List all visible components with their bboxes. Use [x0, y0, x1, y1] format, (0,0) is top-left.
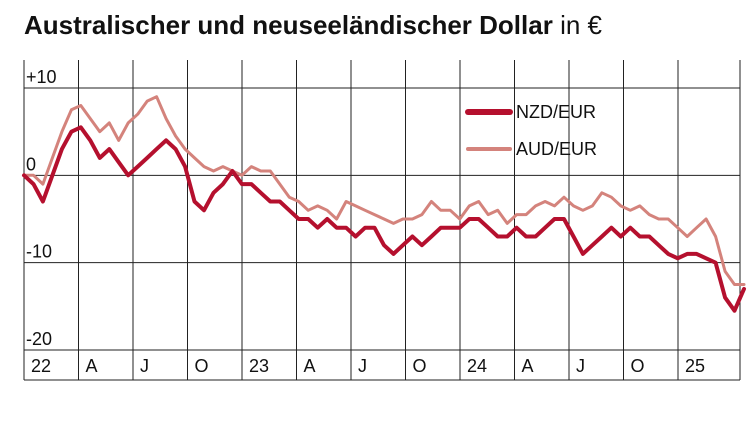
x-tick-label-3: O	[195, 356, 209, 376]
x-tick-label-2: J	[140, 356, 149, 376]
legend-label-1: AUD/EUR	[516, 139, 597, 159]
legend-label-0: NZD/EUR	[516, 102, 596, 122]
x-tick-label-5: A	[304, 356, 316, 376]
legend: NZD/EUR AUD/EUR	[465, 102, 597, 159]
x-tick-label-11: O	[631, 356, 645, 376]
series-group	[22, 95, 746, 313]
y-tick-label-1: 0	[26, 154, 36, 174]
axis-group: +10 0 -10 -20 22 A J O 23 A J O 24 A J O 25	[26, 67, 705, 376]
x-tick-label-0: 22	[31, 356, 51, 376]
chart-title-unit: in €	[560, 10, 602, 40]
x-tick-label-9: A	[522, 356, 534, 376]
x-tick-label-6: J	[358, 356, 367, 376]
series-line-nzd-eur	[22, 125, 746, 313]
x-tick-label-12: 25	[685, 356, 705, 376]
x-tick-label-7: O	[413, 356, 427, 376]
x-tick-label-8: 24	[467, 356, 487, 376]
chart-title: Australischer und neuseeländischer Dolla…	[24, 10, 602, 41]
y-tick-label-3: -20	[26, 329, 52, 349]
x-tick-label-10: J	[576, 356, 585, 376]
grid	[23, 60, 741, 381]
x-tick-label-4: 23	[249, 356, 269, 376]
y-tick-label-2: -10	[26, 242, 52, 262]
y-tick-label-0: +10	[26, 67, 57, 87]
series-line-aud-eur	[22, 95, 746, 286]
chart-title-main: Australischer und neuseeländischer Dolla…	[24, 10, 553, 40]
x-tick-label-1: A	[86, 356, 98, 376]
